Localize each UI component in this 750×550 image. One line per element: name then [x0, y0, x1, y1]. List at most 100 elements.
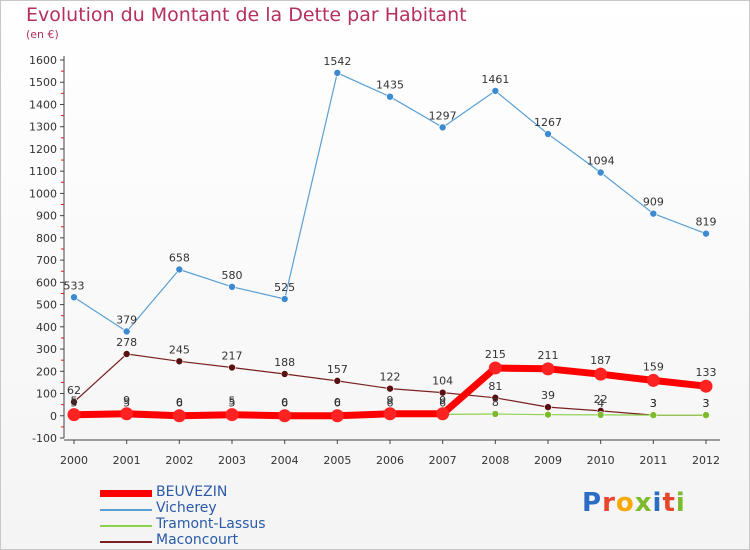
y-tick-label: 700	[36, 254, 57, 267]
data-point	[70, 398, 78, 406]
data-point	[596, 168, 605, 177]
y-tick-label: 400	[36, 321, 57, 334]
data-label: 211	[538, 349, 559, 362]
logo-letter: x	[634, 488, 653, 518]
data-point	[491, 87, 500, 95]
series-beuvezin	[67, 361, 713, 423]
data-point	[333, 377, 342, 385]
legend-item-beuvezin: BEUVEZIN	[100, 484, 360, 502]
data-point	[122, 327, 131, 336]
y-tick-label: 0	[50, 410, 57, 423]
data-label: 6	[281, 396, 288, 409]
data-point	[67, 408, 81, 422]
logo-letter: i	[675, 488, 686, 518]
data-point	[280, 295, 289, 303]
logo-letter: o	[615, 488, 635, 518]
y-tick-label: 100	[36, 388, 57, 401]
data-point	[702, 229, 710, 238]
legend-label: Maconcourt	[156, 532, 239, 548]
data-label: 104	[432, 375, 453, 388]
data-label: 62	[67, 384, 81, 397]
data-label: 1297	[429, 109, 457, 122]
data-point	[386, 384, 394, 393]
data-label: 1094	[587, 155, 615, 168]
data-label: 1542	[323, 55, 351, 68]
y-tick-label: 1200	[29, 143, 57, 156]
data-point	[488, 361, 502, 375]
data-label: 5	[229, 397, 236, 410]
logo-letter: t	[662, 488, 676, 518]
legend-swatch	[100, 509, 152, 511]
data-point	[280, 370, 289, 378]
y-tick-label: 1100	[29, 165, 57, 178]
data-label: 533	[64, 279, 85, 292]
data-point	[172, 409, 186, 423]
logo-letter: r	[602, 488, 616, 518]
data-label: 6	[439, 396, 446, 409]
y-tick-label: 1300	[29, 121, 57, 134]
data-label: 1461	[481, 73, 509, 86]
x-tick-label: 2007	[429, 454, 457, 467]
data-point	[596, 411, 605, 419]
proxiti-logo: Proxiti	[582, 488, 686, 518]
data-point	[541, 362, 555, 376]
data-label: 819	[696, 216, 717, 229]
data-label: 5	[71, 397, 78, 410]
data-point	[330, 409, 344, 423]
chart-title: Evolution du Montant de la Dette par Hab…	[26, 4, 467, 26]
data-point	[436, 407, 450, 421]
data-label: 122	[380, 371, 401, 384]
data-label: 658	[169, 251, 190, 264]
data-label: 9	[123, 394, 130, 407]
data-label: 5	[123, 397, 130, 410]
data-point	[122, 350, 131, 358]
data-label: 188	[274, 356, 295, 369]
data-point	[175, 265, 184, 274]
data-point	[491, 410, 500, 418]
y-tick-label: 900	[36, 210, 57, 223]
data-point	[646, 373, 660, 387]
data-point	[544, 410, 552, 419]
data-label: 3	[650, 397, 657, 410]
legend-item-maconcourt: Maconcourt	[100, 532, 360, 550]
data-label: 0	[281, 396, 288, 409]
data-label: 909	[643, 196, 664, 209]
x-tick-label: 2010	[587, 454, 615, 467]
data-label: 525	[274, 281, 295, 294]
x-tick-label: 2011	[639, 454, 667, 467]
data-label: 187	[590, 354, 611, 367]
legend-label: Vicherey	[156, 500, 217, 516]
series-line	[73, 72, 707, 333]
data-point	[594, 367, 608, 381]
data-point	[225, 408, 239, 422]
legend-label: BEUVEZIN	[156, 484, 228, 500]
y-tick-label: 300	[36, 343, 57, 356]
y-tick-label: 800	[36, 232, 57, 245]
x-tick-label: 2004	[271, 454, 299, 467]
data-point	[278, 409, 292, 423]
data-point	[228, 282, 236, 291]
x-tick-label: 2009	[534, 454, 562, 467]
y-tick-label: 1500	[29, 76, 57, 89]
data-label: 245	[169, 343, 190, 356]
x-tick-label: 2003	[218, 454, 246, 467]
chart-unit-label: (en €)	[26, 28, 59, 41]
x-tick-label: 2001	[113, 454, 141, 467]
data-label: 157	[327, 363, 348, 376]
data-point	[544, 130, 552, 138]
legend-swatch	[100, 490, 152, 497]
data-point	[175, 357, 184, 366]
data-label: 8	[492, 396, 499, 409]
y-tick-label: 500	[36, 299, 57, 312]
data-point	[438, 123, 447, 132]
legend-item-tramont-lassus: Tramont-Lassus	[100, 516, 360, 534]
data-label: 215	[485, 348, 506, 361]
data-label: 6	[334, 396, 341, 409]
data-point	[70, 293, 78, 302]
data-label: 1267	[534, 116, 562, 129]
y-tick-label: -100	[32, 432, 57, 445]
data-label: 5	[71, 395, 78, 408]
logo-letter: i	[652, 488, 663, 518]
